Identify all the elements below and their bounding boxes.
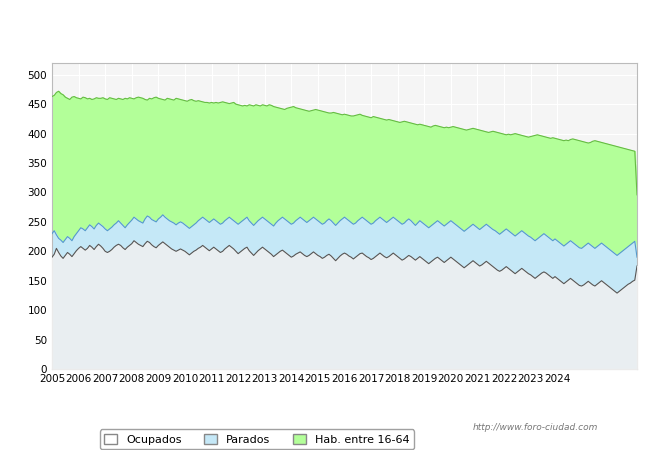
Text: Deleitosa - Evolucion de la poblacion en edad de Trabajar Noviembre de 2024: Deleitosa - Evolucion de la poblacion en… — [65, 21, 585, 33]
Legend: Ocupados, Parados, Hab. entre 16-64: Ocupados, Parados, Hab. entre 16-64 — [99, 429, 414, 449]
Text: http://www.foro-ciudad.com: http://www.foro-ciudad.com — [473, 423, 598, 432]
